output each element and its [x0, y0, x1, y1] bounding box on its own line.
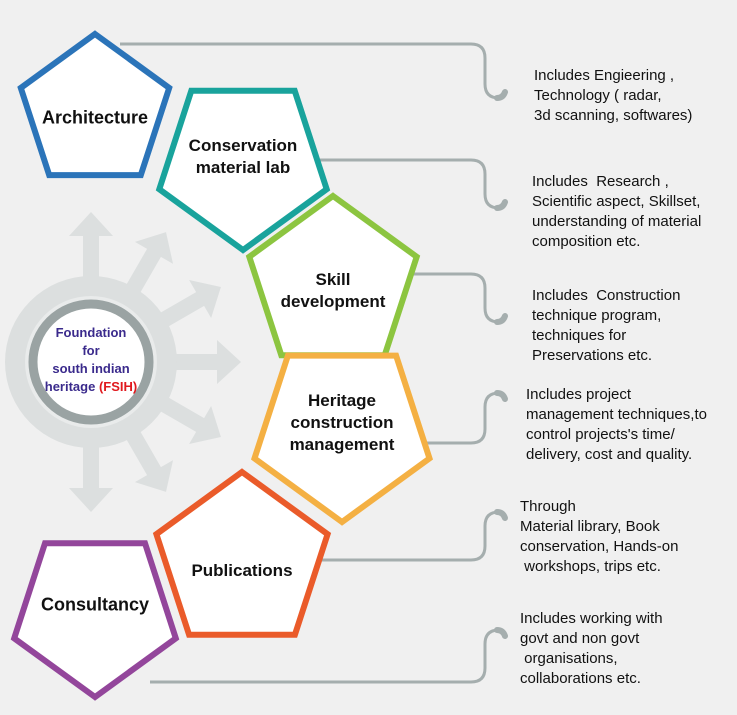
desc-publications: Through Material library, Book conservat… — [520, 498, 679, 575]
connector-hook — [494, 390, 508, 402]
hub-acronym: (FSIH) — [99, 379, 137, 394]
connector-lines — [120, 42, 508, 684]
pentagon-label: Architecture — [42, 107, 148, 127]
connector-hook — [494, 627, 508, 639]
pentagon-consultancy: Consultancy — [10, 540, 180, 701]
hub-line-3: south indian — [52, 361, 129, 376]
connector-line — [120, 42, 500, 100]
hub-line-4: heritage (FSIH) — [45, 379, 137, 394]
connector-line — [320, 158, 500, 210]
pentagon-group: Architecture Conservation material lab Skil… — [10, 30, 434, 701]
desc-heritage-construction-management: Includes project management techniques,t… — [526, 386, 707, 463]
hub-line-2: for — [82, 343, 99, 358]
connector-line — [150, 628, 500, 684]
hub-heritage-text: heritage — [45, 379, 96, 394]
pentagon-label: Skill — [316, 270, 351, 289]
connector-hook — [494, 89, 508, 101]
pentagon-publications: Publications — [152, 468, 332, 638]
connector-line — [290, 510, 500, 562]
connector-hook — [494, 199, 508, 211]
pentagon-conservation-material-lab: Conservation material lab — [155, 87, 331, 254]
hub-circle: Foundation for south indian heritage (FS… — [28, 299, 154, 425]
pentagon-label: Consultancy — [41, 594, 149, 614]
connector-line — [400, 391, 500, 445]
pentagon-label: Publications — [191, 561, 292, 580]
pentagon-label: Conservation — [189, 136, 298, 155]
desc-skill-development: Includes Construction technique program,… — [532, 287, 681, 364]
hub-line-1: Foundation — [56, 325, 127, 340]
pentagon-label: Heritage — [308, 391, 376, 410]
pentagon-label: development — [281, 292, 386, 311]
desc-conservation-material-lab: Includes Research , Scientific aspect, S… — [532, 173, 702, 250]
pentagon-shape — [155, 87, 331, 254]
pentagon-shape — [250, 352, 434, 526]
pentagon-label: management — [290, 435, 395, 454]
pentagon-shape — [152, 468, 332, 638]
pentagon-heritage-construction-management: Heritage construction management — [250, 352, 434, 526]
pentagon-shape — [10, 540, 180, 701]
pentagon-label: construction — [291, 413, 394, 432]
hub-ring — [28, 299, 154, 425]
pentagon-architecture: Architecture — [17, 30, 173, 179]
desc-architecture: Includes Engieering , Technology ( radar… — [534, 67, 693, 124]
connector-hook — [494, 509, 508, 521]
connector-line — [400, 272, 500, 324]
pentagon-label: material lab — [196, 158, 291, 177]
desc-consultancy: Includes working with govt and non govt … — [520, 610, 663, 687]
connector-hook — [494, 313, 508, 325]
pentagon-shape — [17, 30, 173, 179]
